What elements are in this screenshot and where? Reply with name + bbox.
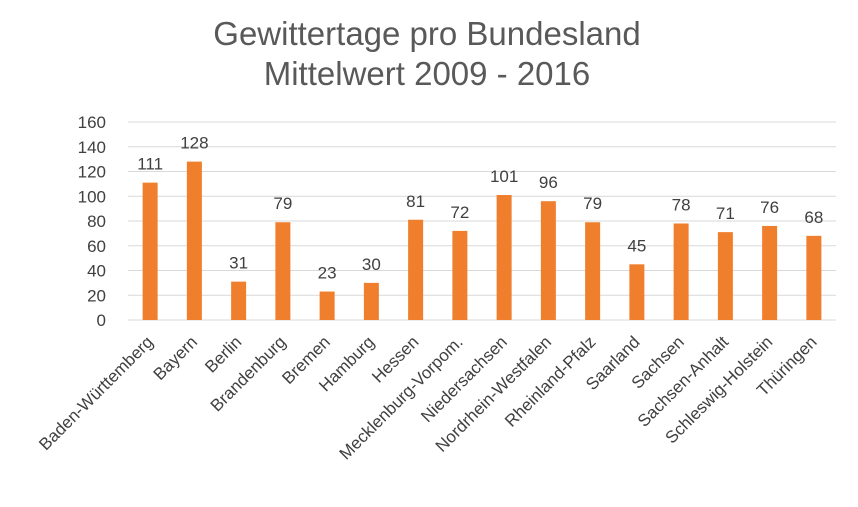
data-label: 76	[760, 198, 779, 217]
bar	[275, 222, 291, 320]
data-label: 23	[318, 264, 337, 283]
bars	[142, 161, 822, 320]
bar	[186, 161, 202, 320]
data-label: 128	[180, 134, 208, 153]
bar	[319, 291, 335, 320]
y-tick-label: 100	[78, 187, 106, 206]
bar	[629, 264, 645, 320]
y-tick-label: 120	[78, 163, 106, 182]
data-label: 68	[804, 208, 823, 227]
bar	[762, 225, 778, 320]
y-tick-label: 140	[78, 138, 106, 157]
bar	[142, 182, 158, 320]
data-label: 30	[362, 255, 381, 274]
bar	[408, 219, 424, 320]
y-tick-label: 0	[97, 311, 106, 330]
y-axis-tick-labels: 0 20 40 60 80 100 120 140 160	[78, 113, 106, 330]
y-tick-label: 160	[78, 113, 106, 132]
data-label: 31	[229, 254, 248, 273]
bar	[673, 223, 689, 320]
data-label: 79	[273, 194, 292, 213]
data-label: 101	[490, 167, 518, 186]
data-labels: 111 128 31 79 23 30 81 72 101 96 79 45 78 71 76 68	[137, 134, 823, 283]
data-label: 81	[406, 192, 425, 211]
data-label: 79	[583, 194, 602, 213]
y-tick-label: 20	[87, 286, 106, 305]
bar	[585, 222, 601, 320]
x-tick-label: Baden-Württemberg	[35, 332, 157, 454]
data-label: 45	[627, 236, 646, 255]
chart-subtitle: Mittelwert 2009 - 2016	[264, 55, 591, 92]
bar	[806, 235, 822, 320]
data-label: 96	[539, 173, 558, 192]
bar	[496, 195, 512, 320]
bar	[452, 230, 468, 320]
bar	[231, 281, 247, 320]
bar	[540, 201, 556, 320]
chart-title: Gewittertage pro Bundesland	[213, 15, 640, 52]
y-tick-label: 60	[87, 237, 106, 256]
y-tick-label: 40	[87, 262, 106, 281]
data-label: 111	[137, 155, 163, 174]
data-label: 78	[672, 195, 691, 214]
data-label: 72	[450, 203, 469, 222]
data-label: 71	[716, 204, 735, 223]
bar	[363, 282, 379, 320]
x-tick-label: Bayern	[150, 332, 202, 384]
y-tick-label: 80	[87, 212, 106, 231]
bar	[717, 232, 733, 320]
